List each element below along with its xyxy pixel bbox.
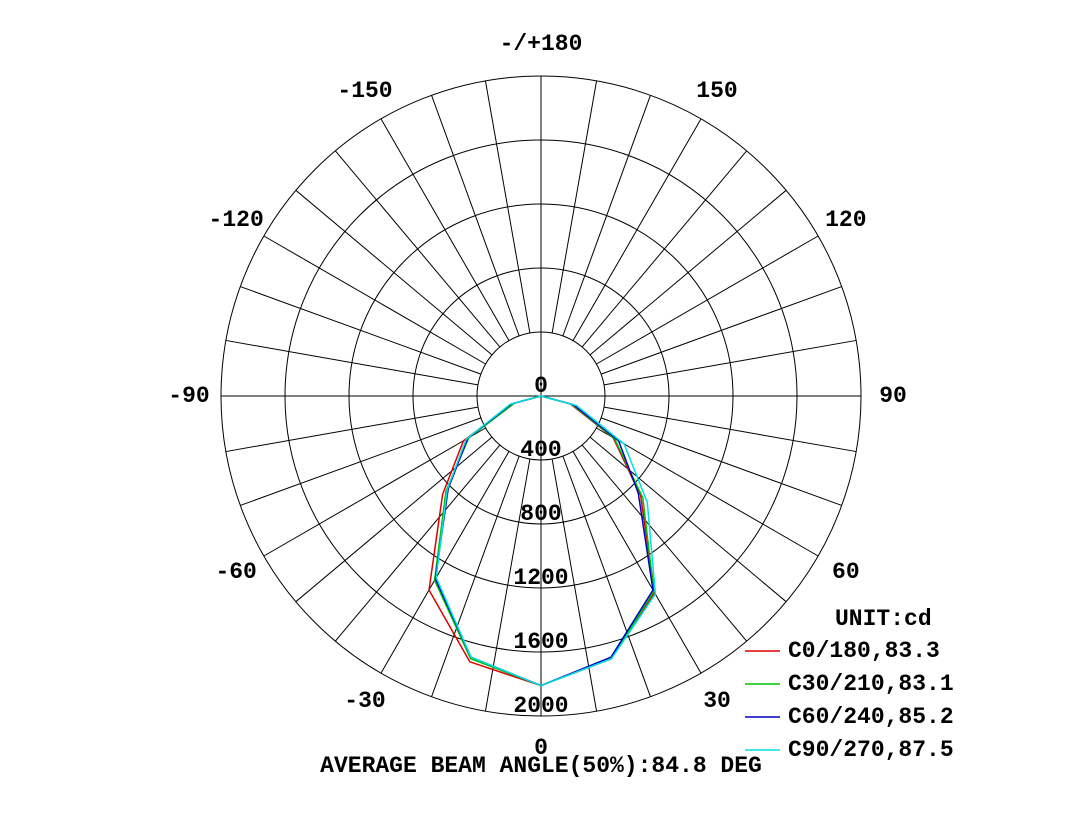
curve	[435, 395, 657, 687]
r-tick-label: 400	[520, 437, 561, 463]
angle-tick-label: -150	[337, 78, 392, 104]
angle-tick-label: -90	[168, 383, 209, 409]
r-tick-label: 2000	[513, 693, 568, 719]
r-tick-label: 0	[534, 373, 548, 399]
legend-label: C0/180,83.3	[788, 638, 940, 664]
angle-tick-label: -30	[344, 688, 385, 714]
angle-tick-label: 60	[832, 559, 860, 585]
legend-label: C30/210,83.1	[788, 671, 954, 697]
legend-label: C90/270,87.5	[788, 737, 954, 763]
angle-tick-label: -60	[215, 559, 256, 585]
grid-ring	[284, 139, 798, 653]
grid-ring	[412, 267, 670, 525]
angle-tick-label: -/+180	[500, 31, 583, 57]
angle-tick-label: 30	[703, 688, 731, 714]
angle-tick-label: 90	[879, 383, 907, 409]
grid-ring	[220, 75, 862, 717]
grid-ring	[476, 331, 606, 461]
angle-tick-label: -120	[209, 207, 264, 233]
grid-ring	[348, 203, 734, 589]
r-tick-label: 1600	[513, 629, 568, 655]
legend-label: C60/240,85.2	[788, 704, 954, 730]
angle-tick-label: 150	[696, 78, 737, 104]
unit-label: UNIT:cd	[835, 606, 932, 632]
angle-tick-label: 120	[825, 207, 866, 233]
angle-tick-label: 0	[534, 735, 548, 761]
r-tick-label: 1200	[513, 565, 568, 591]
r-tick-label: 800	[520, 501, 561, 527]
footer: AVERAGE BEAM ANGLE(50%):84.8 DEG	[320, 753, 762, 779]
